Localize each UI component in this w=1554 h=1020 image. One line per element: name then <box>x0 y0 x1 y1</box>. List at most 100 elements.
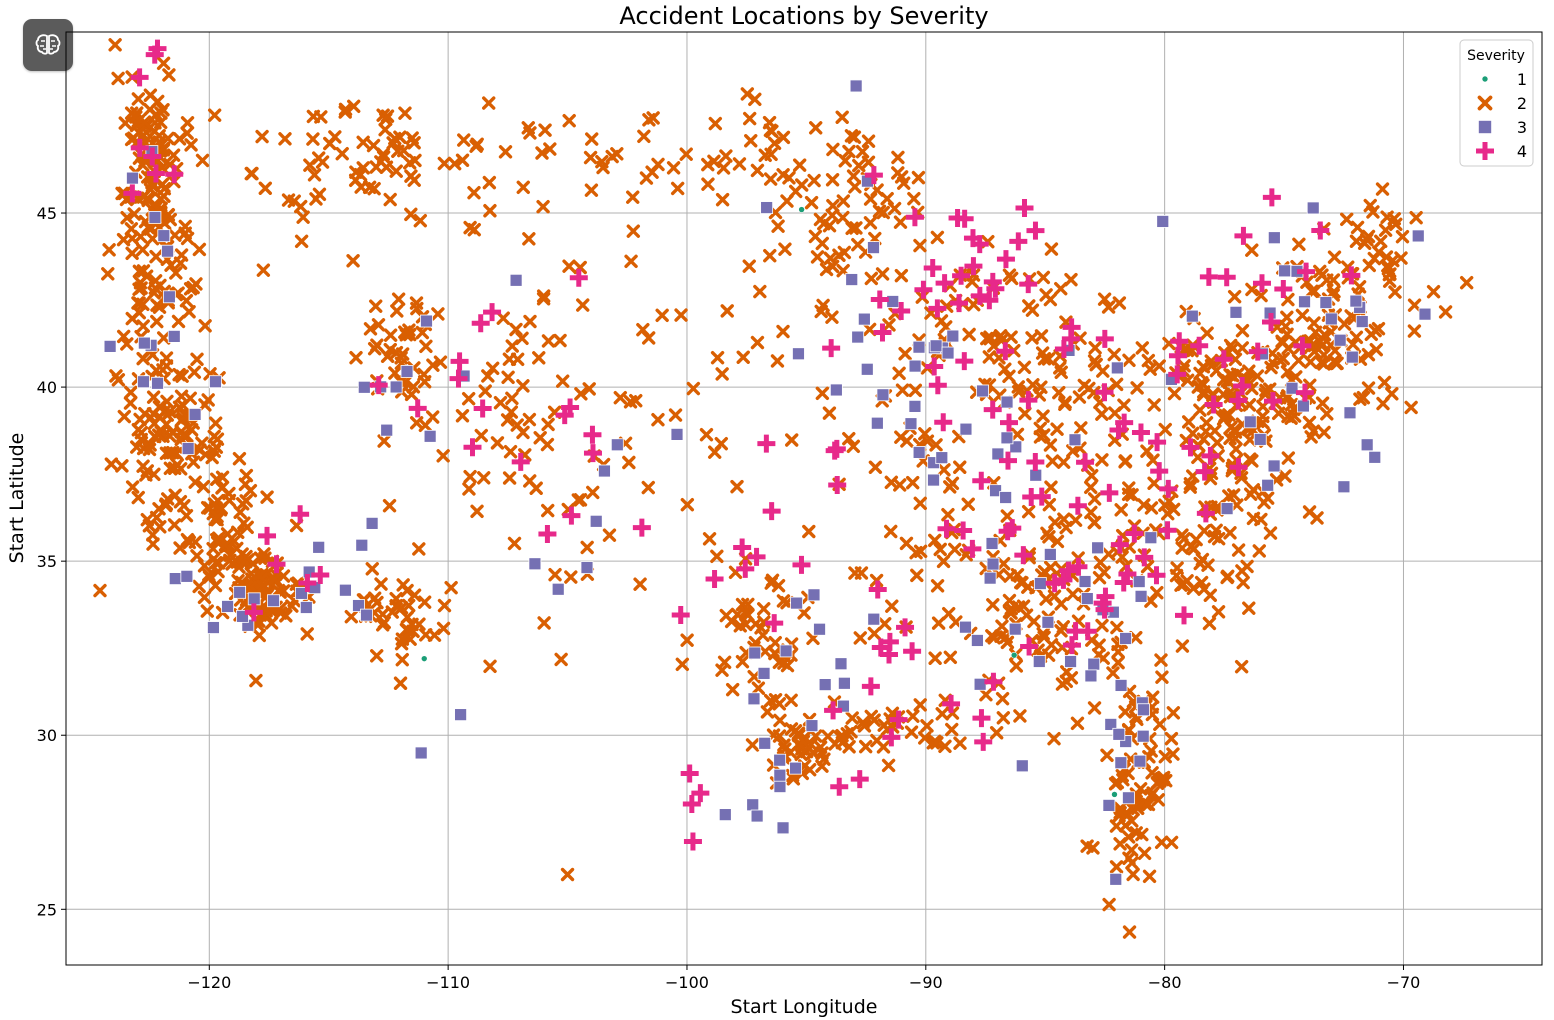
data-point <box>991 447 1005 461</box>
data-point <box>1345 350 1359 364</box>
data-point <box>906 475 920 490</box>
data-point <box>1185 309 1199 323</box>
data-point <box>589 514 603 528</box>
data-point <box>455 409 470 423</box>
data-point <box>1228 352 1243 366</box>
data-point <box>148 281 163 295</box>
data-point <box>1077 378 1091 393</box>
data-point <box>1395 229 1410 244</box>
data-point <box>306 132 320 146</box>
data-point <box>1111 645 1125 659</box>
data-point <box>786 772 801 786</box>
data-point <box>876 388 890 402</box>
data-point <box>863 192 878 206</box>
data-point <box>1280 365 1295 379</box>
data-point <box>174 389 189 403</box>
data-point <box>705 570 724 589</box>
data-point <box>1130 381 1144 395</box>
data-point <box>1195 552 1210 567</box>
data-point <box>501 370 515 384</box>
data-point <box>454 708 467 722</box>
data-point <box>985 537 999 550</box>
data-point <box>852 158 866 173</box>
data-point <box>1385 387 1399 401</box>
data-point <box>548 568 562 582</box>
data-point <box>207 621 220 634</box>
data-point <box>1057 512 1071 526</box>
data-point <box>646 111 660 125</box>
data-point <box>237 516 251 530</box>
data-point <box>1076 453 1095 472</box>
data-point <box>818 678 832 691</box>
data-point <box>383 342 397 357</box>
data-point <box>168 228 182 242</box>
data-point <box>395 652 409 667</box>
data-point <box>1147 398 1161 412</box>
data-point <box>1153 717 1167 732</box>
data-point <box>378 122 392 137</box>
data-point <box>1078 622 1097 641</box>
data-point <box>1158 749 1172 764</box>
data-point <box>898 347 912 361</box>
data-point <box>1087 515 1101 530</box>
data-point <box>561 398 580 417</box>
data-point <box>1115 550 1129 564</box>
data-point <box>471 314 490 333</box>
data-point <box>503 444 518 459</box>
data-point <box>159 446 174 461</box>
data-point <box>521 121 535 135</box>
data-point <box>772 729 787 743</box>
data-point <box>478 384 492 398</box>
data-point <box>763 249 777 263</box>
data-point <box>188 408 202 421</box>
data-point <box>1130 801 1145 815</box>
data-point <box>1104 718 1118 731</box>
data-point <box>467 222 481 237</box>
data-point <box>154 115 168 130</box>
legend: Severity 1 2 3 4 <box>1459 39 1534 167</box>
data-point <box>1054 570 1073 589</box>
data-point <box>803 762 817 777</box>
data-point <box>1326 273 1341 287</box>
data-point <box>674 308 688 322</box>
data-point <box>1185 426 1200 441</box>
data-point <box>808 229 823 244</box>
data-point <box>1114 756 1128 770</box>
data-point <box>930 736 944 750</box>
data-point <box>1292 237 1306 251</box>
data-point <box>131 423 146 437</box>
data-point <box>1118 454 1133 468</box>
data-point <box>1084 505 1098 520</box>
data-point <box>853 631 867 645</box>
data-point <box>935 451 949 465</box>
data-point <box>309 192 323 206</box>
data-point <box>352 599 365 612</box>
data-point <box>1133 754 1147 768</box>
data-point <box>876 205 890 220</box>
data-point <box>927 473 940 487</box>
data-point <box>1080 839 1094 853</box>
data-point <box>999 491 1013 504</box>
data-point <box>830 777 849 796</box>
data-point <box>807 173 821 188</box>
data-point <box>584 183 599 197</box>
data-point <box>1095 329 1114 348</box>
data-point <box>701 157 715 172</box>
data-point <box>1154 653 1168 667</box>
data-point <box>624 254 638 269</box>
data-point <box>1349 294 1363 308</box>
data-point <box>996 556 1011 571</box>
data-point <box>767 136 782 151</box>
data-point <box>190 352 204 367</box>
data-point <box>1192 379 1206 393</box>
data-point <box>758 644 772 659</box>
app-menu-button[interactable] <box>23 19 73 71</box>
data-point <box>370 649 384 663</box>
data-point <box>1159 479 1178 498</box>
data-point <box>1357 236 1372 250</box>
data-point <box>1152 359 1166 373</box>
data-point <box>146 390 161 404</box>
data-point <box>400 583 414 598</box>
data-point <box>1220 570 1234 585</box>
data-point <box>1167 386 1182 401</box>
